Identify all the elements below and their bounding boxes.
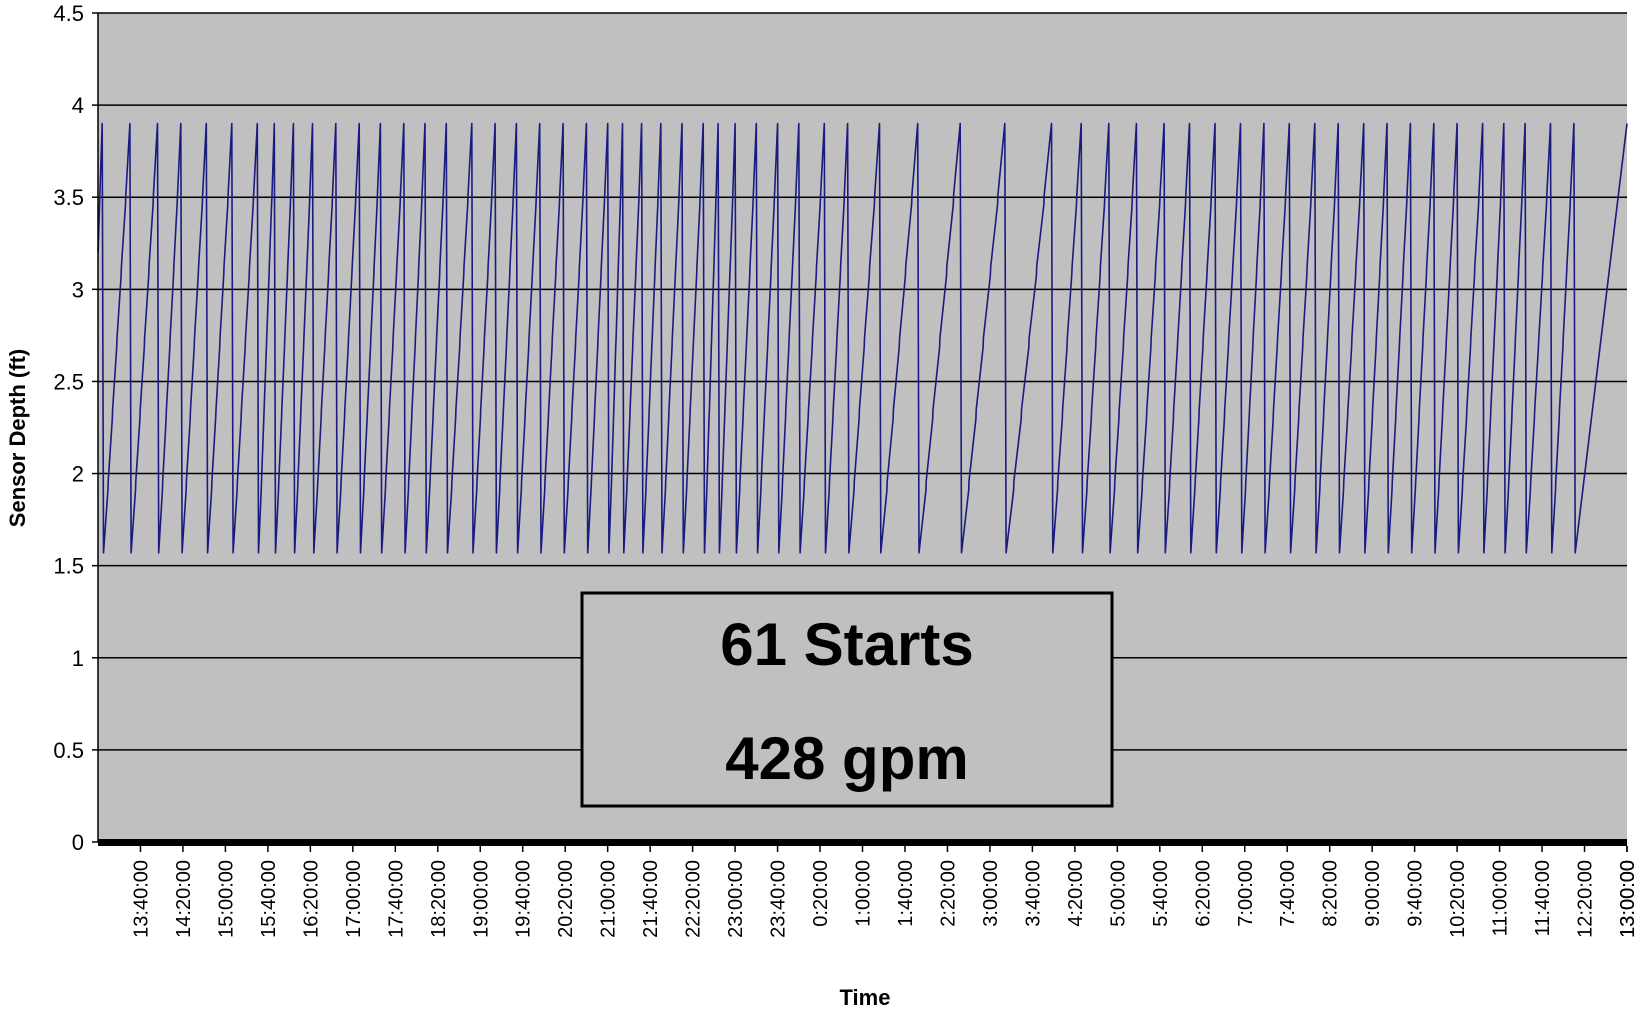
x-tick-label: 3:00:00 [980, 860, 1002, 927]
y-tick-label: 2.5 [53, 369, 84, 394]
x-tick-label: 13:40:00 [131, 860, 153, 938]
x-tick-label: 5:40:00 [1150, 860, 1172, 927]
annotation-line: 61 Starts [720, 611, 973, 678]
x-tick-label: 1:40:00 [895, 860, 917, 927]
annotation-line: 428 gpm [725, 725, 968, 792]
x-tick-label: 11:40:00 [1532, 860, 1554, 936]
x-tick-label: 23:00:00 [725, 860, 747, 938]
x-tick-label: 7:00:00 [1235, 860, 1257, 927]
x-tick-label: 9:40:00 [1405, 860, 1427, 927]
x-tick-label: 4:20:00 [1065, 860, 1087, 927]
y-tick-label: 1 [72, 646, 84, 671]
x-tick-label: 0:20:00 [810, 860, 832, 927]
y-tick-label: 2 [72, 462, 84, 487]
x-tick-label: 8:20:00 [1320, 860, 1342, 927]
sensor-depth-series [97, 122, 1628, 554]
y-tick-label: 0.5 [53, 738, 84, 763]
x-tick-label: 15:00:00 [215, 860, 237, 938]
x-tick-label: 20:20:00 [555, 860, 577, 938]
x-tick-label: 7:40:00 [1277, 860, 1299, 927]
x-tick-label: 2:20:00 [937, 860, 959, 927]
x-tick-label: 22:20:00 [683, 860, 705, 938]
x-axis-line [98, 839, 1627, 846]
x-axis-title: Time [840, 985, 891, 1010]
x-tick-label: 6:20:00 [1192, 860, 1214, 927]
x-tick-label: 18:20:00 [428, 860, 450, 938]
x-tick-label: 17:00:00 [343, 860, 365, 938]
y-tick-label: 1.5 [53, 554, 84, 579]
x-tick-label: 1:00:00 [853, 860, 875, 927]
annotation-box [580, 591, 1114, 808]
x-tick-label: 12:20:00 [1575, 860, 1597, 938]
y-tick-label: 0 [72, 830, 84, 855]
x-tick-label: 19:40:00 [513, 860, 535, 938]
x-tick-label: 10:20:00 [1447, 860, 1469, 938]
x-tick-label: 17:40:00 [385, 860, 407, 938]
x-tick-label: 5:00:00 [1107, 860, 1129, 927]
y-tick-label: 3 [72, 277, 84, 302]
x-tick-label: 11:00:00 [1490, 860, 1512, 936]
y-tick-label: 3.5 [53, 185, 84, 210]
x-tick-label: 14:20:00 [173, 860, 195, 938]
y-tick-label: 4 [72, 93, 84, 118]
y-tick-label: 4.5 [53, 1, 84, 26]
y-axis-title: Sensor Depth (ft) [5, 349, 30, 527]
x-tick-label: 21:00:00 [598, 860, 620, 938]
x-tick-label: 23:40:00 [768, 860, 790, 938]
x-tick-label: 9:00:00 [1362, 860, 1384, 927]
x-tick-label: 13:00:00 [1617, 860, 1639, 938]
x-tick-label: 3:40:00 [1022, 860, 1044, 927]
x-tick-label: 16:20:00 [300, 860, 322, 938]
x-tick-label: 13:00:00 [1617, 860, 1639, 938]
x-tick-label: 15:40:00 [258, 860, 280, 938]
x-tick-label: 19:00:00 [470, 860, 492, 938]
x-tick-label: 21:40:00 [640, 860, 662, 938]
